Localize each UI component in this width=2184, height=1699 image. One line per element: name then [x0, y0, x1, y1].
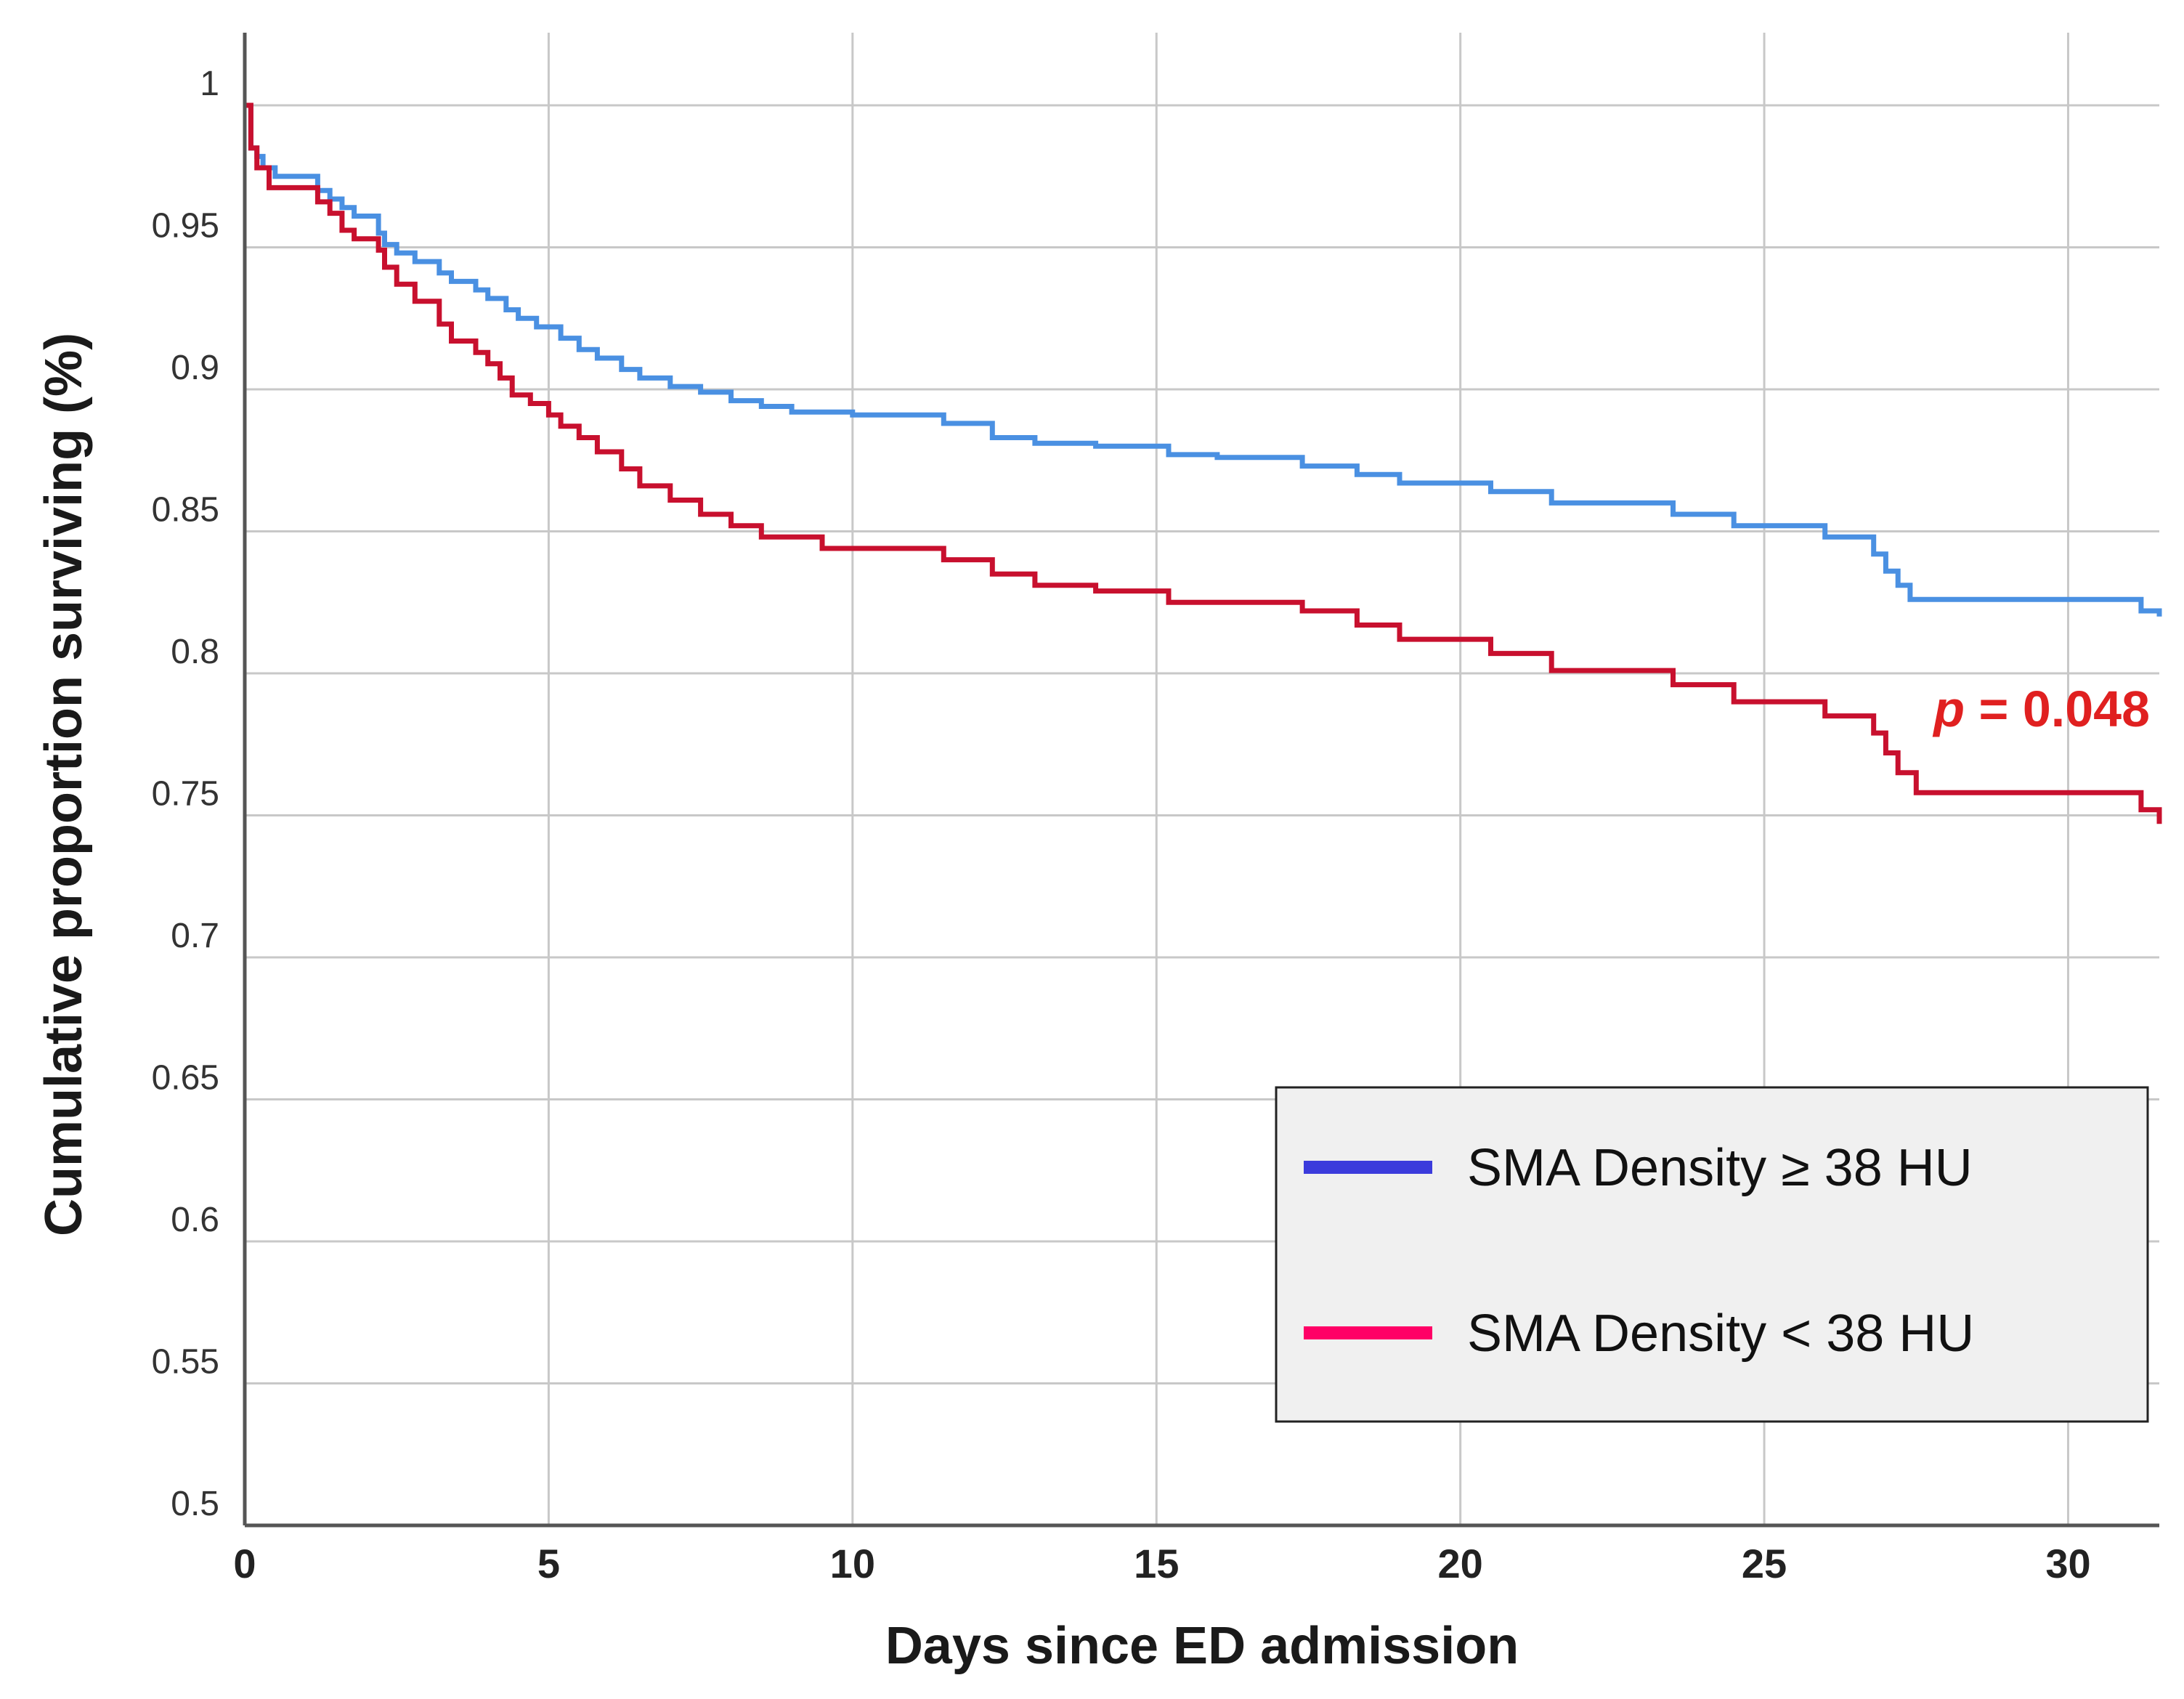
x-tick-label: 10 [830, 1541, 875, 1586]
y-tick-label: 1 [200, 65, 219, 103]
y-tick-label: 0.9 [171, 349, 219, 387]
y-tick-label: 0.5 [171, 1485, 219, 1523]
survival-curves [245, 102, 2162, 824]
y-tick-label: 0.6 [171, 1201, 219, 1239]
legend: SMA Density ≥ 38 HU SMA Density < 38 HU [1275, 1086, 2149, 1423]
x-tick-label: 20 [1438, 1541, 1483, 1586]
x-tick-label: 15 [1134, 1541, 1179, 1586]
y-tick-label: 0.55 [152, 1343, 219, 1382]
y-tick-label: 0.75 [152, 775, 219, 814]
x-tick-label: 25 [1742, 1541, 1787, 1586]
p-value-symbol: p [1932, 681, 1965, 737]
survival-curve-high-density [245, 102, 2162, 617]
y-tick-label: 0.7 [171, 917, 219, 955]
y-tick-label: 0.85 [152, 491, 219, 530]
y-tick-labels: 0.5 0.55 0.6 0.65 0.7 0.75 0.8 0.85 0.9 0.95 1 [152, 65, 219, 1523]
legend-label-low-density: SMA Density < 38 HU [1467, 1305, 1974, 1363]
p-value-annotation: p = 0.048 [1932, 681, 2150, 737]
y-tick-label: 0.8 [171, 633, 219, 671]
p-value-text: = 0.048 [1965, 681, 2150, 737]
y-tick-label: 0.95 [152, 207, 219, 246]
survival-curve-low-density [245, 102, 2162, 824]
x-tick-labels: 0 5 10 15 20 25 30 [233, 1541, 2090, 1586]
x-axis-label: Days since ED admission [885, 1617, 1519, 1675]
x-tick-label: 0 [233, 1541, 256, 1586]
x-tick-label: 5 [537, 1541, 560, 1586]
y-tick-label: 0.65 [152, 1059, 219, 1098]
legend-box [1275, 1086, 2149, 1423]
legend-label-high-density: SMA Density ≥ 38 HU [1467, 1139, 1973, 1197]
x-tick-label: 30 [2045, 1541, 2090, 1586]
y-axis-label: Cumulative proportion surviving (%) [35, 333, 93, 1236]
